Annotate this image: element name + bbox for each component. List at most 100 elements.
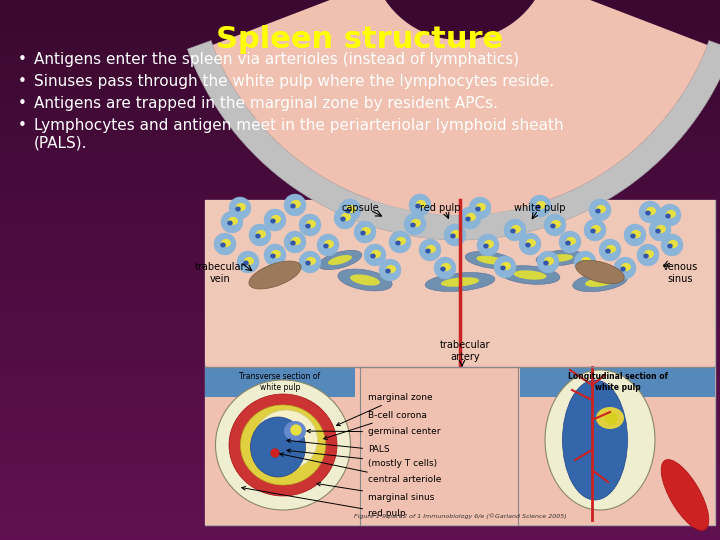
Ellipse shape [595,208,600,213]
Ellipse shape [426,248,431,253]
Text: red pulp: red pulp [420,203,460,213]
Ellipse shape [415,204,420,208]
Ellipse shape [228,220,233,226]
Ellipse shape [385,268,391,273]
Circle shape [271,449,279,457]
Circle shape [494,256,516,278]
Bar [0,524,720,529]
Ellipse shape [350,274,380,286]
Ellipse shape [395,240,401,246]
Circle shape [264,209,286,231]
Bar [0,211,720,216]
Bar [0,286,720,292]
Bar [0,351,720,356]
Ellipse shape [235,206,240,212]
Ellipse shape [256,233,261,239]
Text: venous
sinus: venous sinus [662,262,698,284]
Bar [520,367,715,397]
Text: white pulp: white pulp [514,203,566,213]
Bar [0,227,720,232]
Bar [0,383,720,389]
Bar [0,432,720,437]
Ellipse shape [411,219,421,227]
Ellipse shape [667,244,672,248]
Circle shape [334,207,356,229]
Bar [0,54,720,59]
Circle shape [469,197,491,219]
Ellipse shape [270,253,276,259]
Bar [0,248,720,254]
Bar [0,65,720,70]
Bar [0,221,720,227]
Ellipse shape [526,242,531,247]
Ellipse shape [484,240,494,248]
Ellipse shape [621,263,631,271]
Ellipse shape [306,220,316,228]
Circle shape [317,234,339,256]
Bar [0,513,720,518]
Bar [0,421,720,427]
Ellipse shape [386,265,396,273]
Ellipse shape [513,271,546,280]
Ellipse shape [251,417,305,477]
Ellipse shape [630,233,636,239]
Ellipse shape [620,267,626,272]
Text: •: • [18,74,27,89]
Bar [0,340,720,346]
Circle shape [249,224,271,246]
Ellipse shape [338,269,392,291]
Circle shape [389,231,411,253]
Circle shape [354,221,376,243]
Ellipse shape [606,248,611,253]
Ellipse shape [244,257,254,265]
Ellipse shape [256,230,266,238]
Circle shape [639,201,661,223]
Ellipse shape [562,380,628,500]
Bar [205,367,715,525]
Bar [0,281,720,286]
Bar [0,162,720,167]
Ellipse shape [440,267,446,272]
Ellipse shape [551,220,561,228]
Ellipse shape [284,421,306,441]
Bar [0,535,720,540]
Ellipse shape [236,203,246,211]
Ellipse shape [631,230,641,238]
Circle shape [584,219,606,241]
Bar [0,362,720,367]
Text: marginal sinus: marginal sinus [317,482,434,502]
Bar [0,297,720,302]
Ellipse shape [254,410,318,470]
Ellipse shape [590,228,595,233]
Text: trabecular
artery: trabecular artery [440,340,490,362]
Bar [0,140,720,146]
Ellipse shape [606,245,616,253]
Bar [0,292,720,297]
Ellipse shape [665,213,671,219]
Ellipse shape [441,263,451,271]
Ellipse shape [290,204,296,208]
Ellipse shape [566,237,576,245]
Circle shape [221,211,243,233]
Ellipse shape [441,277,480,287]
Bar [0,437,720,443]
Ellipse shape [550,224,556,228]
Bar [0,486,720,491]
Circle shape [574,251,596,273]
Circle shape [404,213,426,235]
Text: •: • [18,52,27,67]
Text: capsule: capsule [341,203,379,213]
Bar [0,405,720,410]
Bar [0,11,720,16]
Ellipse shape [220,242,226,247]
Bar [0,5,720,11]
Circle shape [599,239,621,261]
Wedge shape [187,40,720,240]
Bar [0,76,720,81]
Circle shape [284,194,306,216]
Circle shape [519,233,541,255]
Bar [0,335,720,340]
Circle shape [284,231,306,253]
Text: Antigens are trapped in the marginal zone by resident APCs.: Antigens are trapped in the marginal zon… [34,96,498,111]
Bar [0,319,720,324]
